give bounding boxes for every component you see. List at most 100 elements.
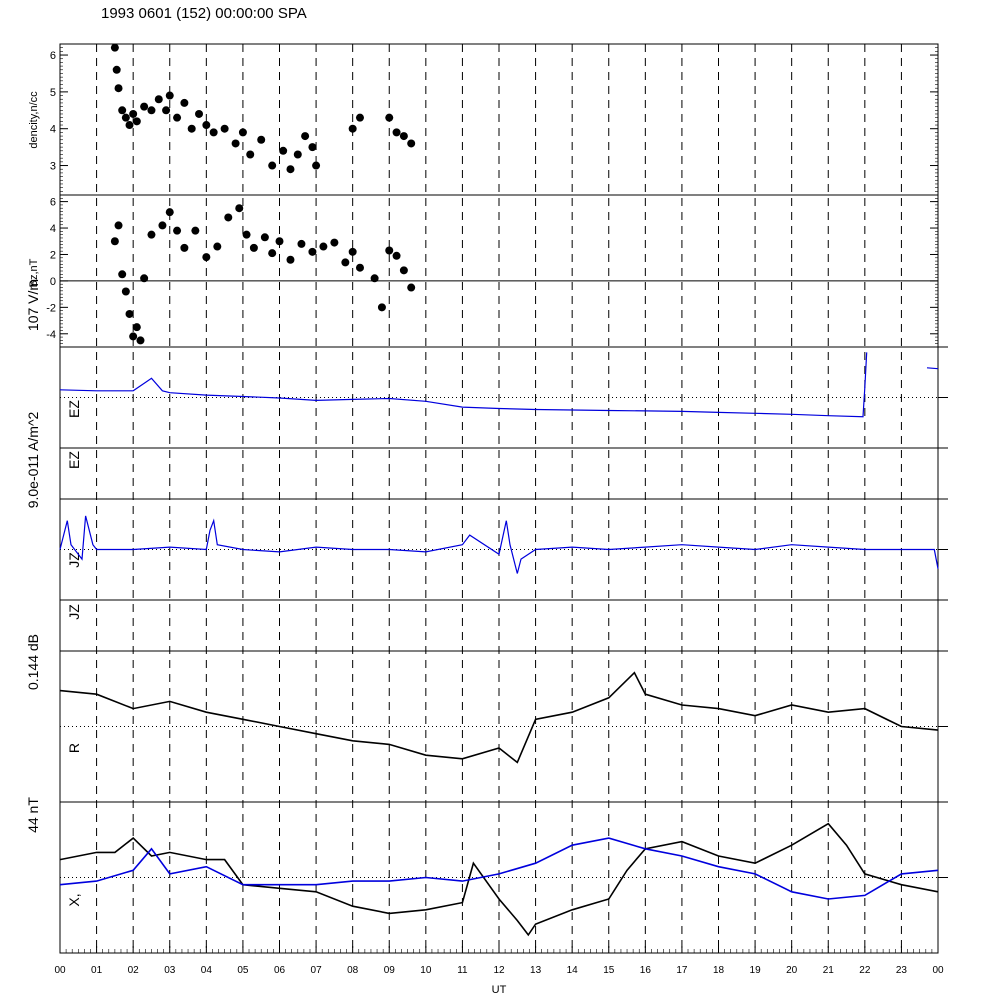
x-tick-label: 08 (347, 965, 359, 976)
r-ylabel: R (66, 743, 82, 753)
bz-point (275, 237, 284, 246)
bz-point (121, 287, 130, 296)
bz-point (125, 309, 134, 318)
density-point (132, 117, 141, 126)
bz-point (235, 204, 244, 213)
x-tick-label: 22 (859, 965, 871, 976)
density-point (110, 43, 119, 52)
bz-point (242, 230, 251, 239)
bz-point (165, 208, 174, 217)
density-point (140, 102, 149, 111)
xy-ylabel: X, (66, 893, 82, 906)
ez-series-line (59, 352, 939, 418)
bz-point (110, 237, 119, 246)
density-point (231, 139, 240, 148)
density-point (257, 135, 266, 144)
bz-point (202, 253, 211, 262)
density-point (118, 106, 127, 115)
density-point (407, 139, 416, 148)
r-series-line (59, 671, 939, 764)
bz-y-tick-label: -2 (46, 302, 56, 314)
bz-y-tick-label: 4 (50, 223, 56, 235)
density-point (399, 132, 408, 141)
bz-point (297, 239, 306, 248)
jz-ylabel: JZ (66, 552, 82, 568)
density-point (279, 146, 288, 155)
density-point (348, 124, 357, 133)
bz-point (319, 242, 328, 251)
density-point (301, 132, 310, 141)
bz-point (341, 258, 350, 267)
x-tick-label: 17 (676, 965, 688, 976)
jz-series-line (59, 515, 939, 574)
density-point (121, 113, 130, 122)
density-point (125, 121, 134, 130)
bz-point (173, 226, 182, 235)
bz-point (370, 274, 379, 283)
x-tick-label: 18 (713, 965, 725, 976)
x-tick-label: 06 (274, 965, 286, 976)
bz-point (158, 221, 167, 230)
bz-point (249, 243, 258, 252)
density-point (238, 128, 247, 137)
density-point (385, 113, 394, 122)
density-y-tick-label: 5 (50, 87, 56, 99)
bz-point (136, 336, 145, 345)
ez2-ylabel: EZ (66, 451, 82, 469)
density-y-tick-label: 4 (50, 124, 56, 136)
density-point (147, 106, 156, 115)
density-point (308, 143, 317, 152)
density-point (268, 161, 277, 170)
density-point (220, 124, 229, 133)
density-point (187, 124, 196, 133)
x-tick-label: 02 (128, 965, 140, 976)
bz-y-tick-label: 2 (50, 249, 56, 261)
density-point (392, 128, 401, 137)
bz-point (407, 283, 416, 292)
x-tick-label: 05 (237, 965, 249, 976)
jz-scale-label: 9.0e-011 A/m^2 (25, 411, 41, 508)
bz-point (224, 213, 233, 222)
bz-point (399, 266, 408, 275)
density-point (154, 95, 163, 104)
x-tick-label: 10 (420, 965, 432, 976)
bz-point (147, 230, 156, 239)
density-y-tick-label: 3 (50, 161, 56, 173)
bz-point (308, 247, 317, 256)
bz-point (286, 255, 295, 264)
x-tick-label: 11 (457, 965, 468, 976)
density-point (355, 113, 364, 122)
density-point (173, 113, 182, 122)
bz-point (385, 246, 394, 255)
density-point (312, 161, 321, 170)
bz-point (260, 233, 269, 242)
density-point (286, 165, 295, 174)
bz-ylabel: Bz,nT (28, 258, 40, 287)
density-point (129, 109, 138, 118)
bz-point (392, 251, 401, 260)
x-tick-label: 16 (640, 965, 652, 976)
x-series-line (59, 822, 939, 937)
bz-point (348, 247, 357, 256)
bz-point (330, 238, 339, 247)
y-series-line (59, 837, 939, 900)
x-tick-label: 04 (201, 965, 213, 976)
ez-ylabel: EZ (66, 400, 82, 418)
bz-y-tick-label: -4 (46, 329, 56, 341)
bz-point (377, 303, 386, 312)
x-tick-label: 07 (311, 965, 323, 976)
jz2-ylabel: JZ (66, 604, 82, 620)
density-point (293, 150, 302, 159)
x-tick-label: 20 (786, 965, 798, 976)
density-point (246, 150, 255, 159)
density-point (112, 65, 121, 74)
density-point (195, 109, 204, 118)
bz-y-tick-label: 6 (50, 197, 56, 209)
x-tick-label: 00 (54, 965, 66, 976)
density-point (202, 121, 211, 130)
bz-point (132, 323, 141, 332)
bz-point (140, 274, 149, 283)
x-tick-label: 21 (823, 965, 835, 976)
